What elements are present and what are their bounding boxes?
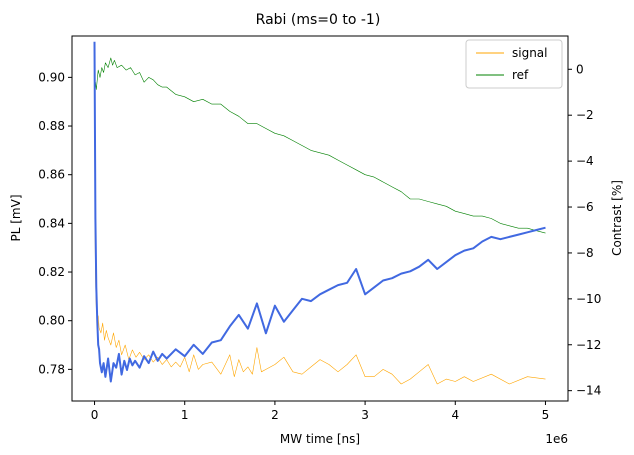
y2-tick-label: 0 xyxy=(576,62,584,76)
plot-frame xyxy=(71,35,569,402)
x-axis-scale-label: 1e6 xyxy=(545,432,568,446)
x-tick-label: 1 xyxy=(181,408,189,422)
y-tick-label: 0.90 xyxy=(38,70,65,84)
y2-tick-label: −8 xyxy=(576,246,594,260)
y-axis-left: 0.78 0.80 0.82 0.84 0.86 0.88 0.90 xyxy=(38,70,72,376)
y2-tick-label: −12 xyxy=(576,338,601,352)
x-tick-label: 3 xyxy=(361,408,369,422)
plot-area xyxy=(71,35,569,402)
y-tick-label: 0.80 xyxy=(38,314,65,328)
y-tick-label: 0.86 xyxy=(38,168,65,182)
y-axis-right-label: Contrast [%] xyxy=(610,180,624,256)
series-line-ref xyxy=(94,57,546,234)
x-tick-label: 2 xyxy=(271,408,279,422)
y-tick-label: 0.88 xyxy=(38,119,65,133)
series-layer xyxy=(93,41,546,385)
plot-background xyxy=(72,36,568,401)
x-tick-label: 0 xyxy=(91,408,99,422)
y2-tick-label: −10 xyxy=(576,292,601,306)
legend-signal-label: signal xyxy=(512,46,548,60)
y-tick-label: 0.82 xyxy=(38,265,65,279)
legend: signal ref xyxy=(465,39,563,89)
y-axis-left-label: PL [mV] xyxy=(9,195,23,242)
y-tick-label: 0.84 xyxy=(38,216,65,230)
y2-tick-label: −14 xyxy=(576,384,601,398)
x-tick-label: 4 xyxy=(451,408,459,422)
y-axis-right: 0 −2 −4 −6 −8 −10 −12 −14 xyxy=(568,62,601,398)
legend-box xyxy=(465,39,563,89)
x-axis: 0 1 2 3 4 5 xyxy=(91,401,550,422)
y2-tick-label: −2 xyxy=(576,108,594,122)
y2-tick-label: −4 xyxy=(576,154,594,168)
series-line-signal xyxy=(94,101,546,385)
x-tick-label: 5 xyxy=(542,408,550,422)
legend-ref-label: ref xyxy=(512,68,529,82)
y2-tick-label: −6 xyxy=(576,200,594,214)
x-axis-label: MW time [ns] xyxy=(280,432,360,446)
series-line-contrast xyxy=(93,41,546,383)
y-tick-label: 0.78 xyxy=(38,362,65,376)
chart-title: Rabi (ms=0 to -1) xyxy=(256,12,381,28)
